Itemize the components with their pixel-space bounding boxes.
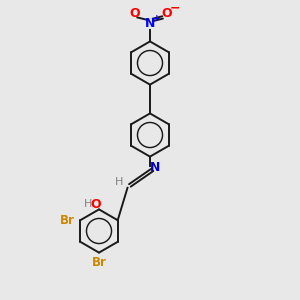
Text: H: H [115, 177, 123, 188]
Text: N: N [150, 161, 161, 174]
Text: +: + [153, 14, 160, 22]
Text: O: O [161, 7, 172, 20]
Text: O: O [90, 197, 101, 211]
Text: −: − [169, 2, 180, 15]
Text: Br: Br [60, 214, 75, 227]
Text: N: N [145, 17, 155, 30]
Text: H: H [83, 199, 92, 209]
Text: O: O [129, 7, 140, 20]
Text: Br: Br [92, 256, 107, 269]
